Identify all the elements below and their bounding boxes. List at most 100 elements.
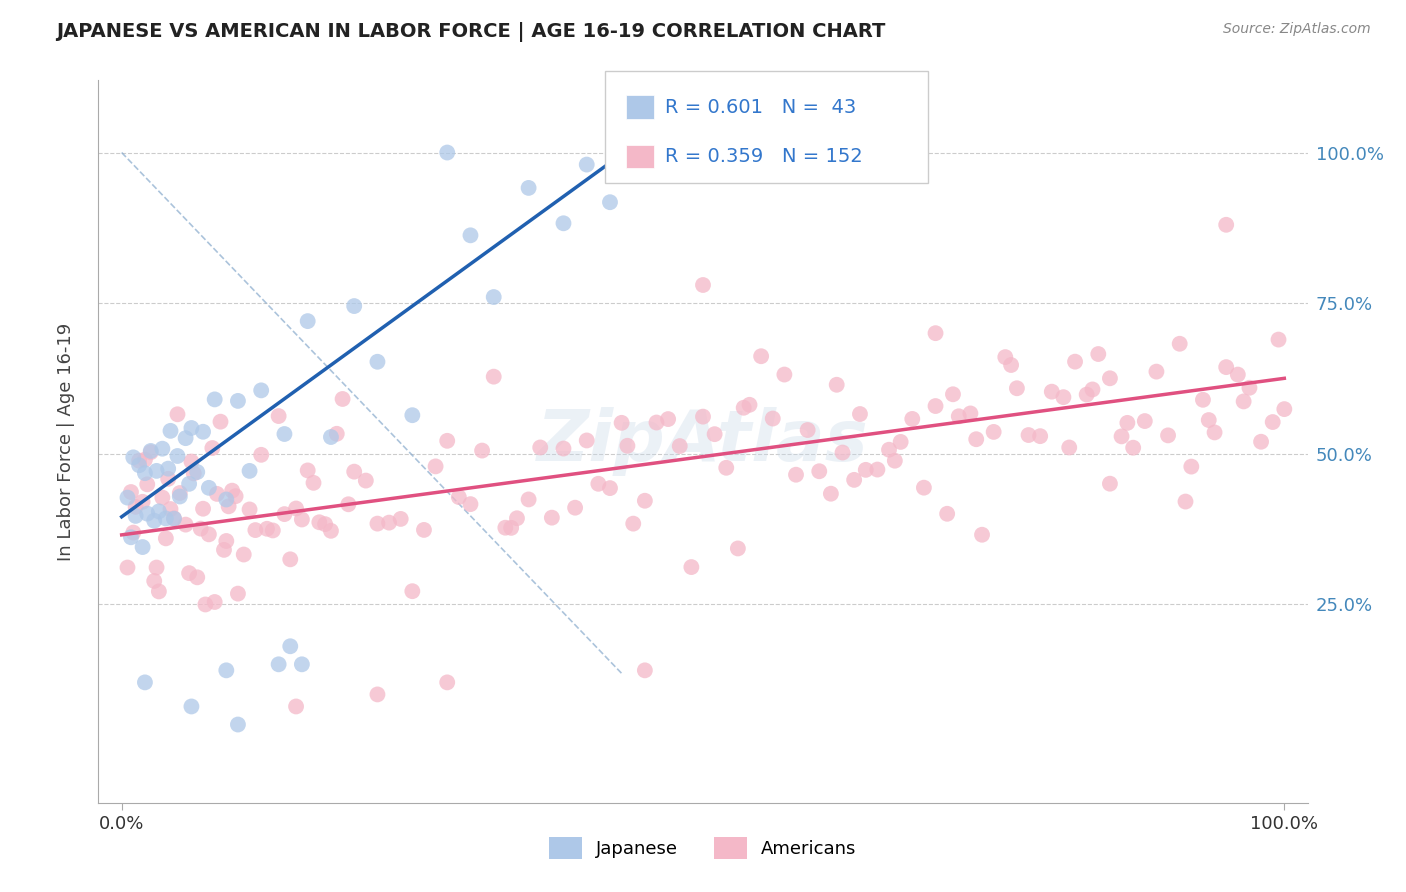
Point	[169, 490, 191, 504]
Point	[256, 522, 278, 536]
Point	[128, 453, 150, 467]
Point	[198, 481, 221, 495]
Point	[239, 502, 262, 516]
Point	[1057, 441, 1080, 455]
Point	[553, 216, 575, 230]
Point	[122, 450, 145, 465]
Point	[366, 687, 388, 701]
Point	[226, 393, 249, 408]
Point	[278, 639, 301, 653]
Point	[413, 523, 436, 537]
Point	[1133, 414, 1156, 428]
Point	[204, 595, 226, 609]
Point	[291, 657, 314, 672]
Point	[506, 511, 529, 525]
Point	[733, 401, 755, 415]
Point	[215, 533, 238, 548]
Point	[703, 427, 725, 442]
Point	[343, 299, 366, 313]
Point	[401, 584, 423, 599]
Point	[226, 586, 249, 600]
Point	[1192, 392, 1215, 407]
Point	[319, 524, 342, 538]
Point	[139, 444, 162, 458]
Point	[278, 552, 301, 566]
Point	[948, 409, 970, 424]
Point	[1076, 387, 1098, 401]
Point	[262, 524, 284, 538]
Point	[319, 430, 342, 444]
Point	[155, 511, 177, 525]
Point	[924, 326, 946, 341]
Point	[983, 425, 1005, 439]
Point	[425, 459, 447, 474]
Point	[134, 675, 156, 690]
Point	[136, 477, 159, 491]
Point	[124, 508, 146, 523]
Point	[890, 434, 912, 449]
Point	[191, 425, 214, 439]
Point	[174, 517, 197, 532]
Point	[808, 464, 831, 478]
Point	[221, 483, 243, 498]
Point	[150, 442, 173, 456]
Point	[831, 445, 853, 459]
Point	[942, 387, 965, 401]
Point	[366, 516, 388, 531]
Point	[1122, 441, 1144, 455]
Point	[139, 445, 162, 459]
Point	[877, 442, 900, 457]
Point	[120, 485, 142, 500]
Point	[471, 443, 494, 458]
Point	[302, 475, 325, 490]
Point	[166, 449, 188, 463]
Point	[117, 491, 139, 505]
Point	[297, 463, 319, 477]
Point	[1157, 428, 1180, 442]
Point	[186, 570, 208, 584]
Point	[482, 290, 505, 304]
Point	[169, 486, 191, 500]
Point	[326, 426, 349, 441]
Point	[575, 157, 598, 171]
Point	[1029, 429, 1052, 443]
Point	[143, 514, 166, 528]
Point	[599, 481, 621, 495]
Point	[143, 574, 166, 588]
Point	[517, 181, 540, 195]
Point	[1239, 381, 1261, 395]
Point	[285, 501, 308, 516]
Point	[267, 657, 290, 672]
Point	[179, 566, 201, 581]
Point	[218, 500, 240, 514]
Point	[148, 584, 170, 599]
Point	[436, 675, 458, 690]
Point	[145, 560, 167, 574]
Point	[517, 492, 540, 507]
Point	[239, 464, 262, 478]
Point	[145, 464, 167, 478]
Point	[179, 476, 201, 491]
Point	[180, 421, 202, 435]
Point	[588, 476, 610, 491]
Point	[215, 492, 238, 507]
Point	[912, 481, 935, 495]
Point	[122, 525, 145, 540]
Point	[501, 521, 523, 535]
Point	[1064, 354, 1087, 368]
Point	[460, 228, 482, 243]
Point	[599, 195, 621, 210]
Point	[1052, 390, 1074, 404]
Point	[866, 462, 889, 476]
Point	[389, 512, 412, 526]
Point	[924, 399, 946, 413]
Point	[844, 473, 866, 487]
Point	[1018, 428, 1040, 442]
Point	[273, 427, 295, 442]
Point	[136, 507, 159, 521]
Point	[163, 511, 186, 525]
Point	[820, 486, 842, 500]
Point	[447, 490, 470, 504]
Point	[1111, 429, 1133, 443]
Point	[120, 530, 142, 544]
